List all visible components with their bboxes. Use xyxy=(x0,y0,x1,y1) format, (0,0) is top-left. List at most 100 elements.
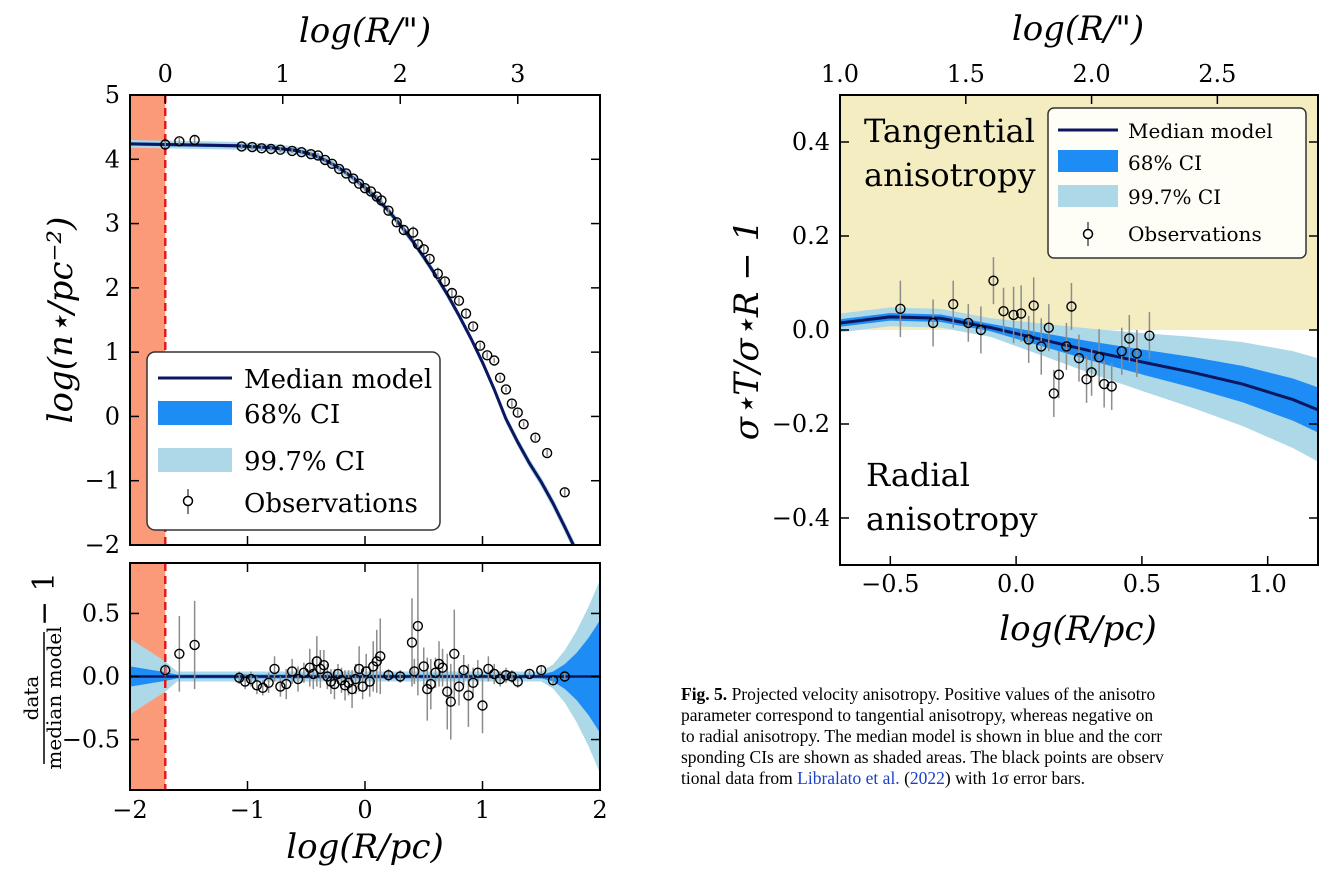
x-tick-label: 0 xyxy=(357,796,372,824)
surface-density-panel: 0 1 2 3 5 4 3 2 1 0 −1 −2 log(R/") log(n⋆/pc⁻²) Med… xyxy=(41,11,601,559)
observation-point xyxy=(189,134,200,146)
observation-point xyxy=(1023,334,1034,345)
observation-point xyxy=(998,306,1009,317)
radial-region-label: anisotropy xyxy=(866,500,1038,538)
observation-point xyxy=(453,295,465,306)
y-tick-label: 2 xyxy=(105,274,120,302)
observation-point xyxy=(245,673,257,685)
observation-point xyxy=(236,141,247,152)
observation-point xyxy=(927,317,939,329)
observation-point xyxy=(1066,301,1077,312)
citation-year-link[interactable]: 2022 xyxy=(909,768,945,788)
observation-point xyxy=(1053,369,1065,380)
legend-label: 68% CI xyxy=(244,400,340,430)
observation-point xyxy=(383,205,394,216)
residual-label-numerator: data xyxy=(19,676,43,721)
observation-point xyxy=(477,700,488,711)
observation-point xyxy=(318,659,330,671)
observation-point xyxy=(174,136,185,147)
ci-99.7-band xyxy=(840,307,1318,462)
x-tick-label: −0.5 xyxy=(861,570,919,598)
observation-point xyxy=(460,308,472,319)
x2-tick-label: 3 xyxy=(510,60,525,88)
observation-point xyxy=(432,268,444,279)
observation-point xyxy=(308,668,319,680)
observation-point xyxy=(489,355,500,366)
caption-line: parameter correspond to tangential aniso… xyxy=(681,705,1154,725)
observation-point xyxy=(257,682,268,694)
observation-point xyxy=(346,683,358,695)
observation-point xyxy=(360,666,372,677)
caption-line: tional data from Libralato et al. (2022)… xyxy=(681,768,1336,789)
observation-point xyxy=(1144,330,1155,341)
observation-point xyxy=(506,671,518,682)
x-tick-label: 1 xyxy=(475,796,490,824)
observation-point xyxy=(1036,341,1047,352)
caption-text: tional data from xyxy=(681,768,798,788)
caption-line: sponding CIs are shown as shaded areas. … xyxy=(681,747,1164,767)
x-tick-label: 1.0 xyxy=(1249,570,1287,598)
observation-point xyxy=(458,664,469,676)
observation-point xyxy=(559,671,570,682)
observation-point xyxy=(442,686,453,697)
observation-point xyxy=(439,276,451,287)
x-tick-label: −1 xyxy=(230,796,265,824)
observation-point xyxy=(445,696,456,707)
observation-point xyxy=(948,298,959,310)
citation-link[interactable]: Libralato et al. xyxy=(797,768,900,788)
observation-point xyxy=(409,666,420,677)
y-axis-label: log(n⋆/pc⁻²) xyxy=(41,217,81,424)
observation-point xyxy=(524,668,535,680)
observation-point xyxy=(364,676,375,687)
legend-label: Median model xyxy=(244,365,432,395)
x-tick-label: 2 xyxy=(592,796,607,824)
x-tick-label: 0.5 xyxy=(1123,570,1161,598)
observation-point xyxy=(418,244,429,255)
observation-point xyxy=(425,678,436,690)
legend: Median model 68% CI 99.7% CI Observation… xyxy=(146,351,441,531)
x2-tick-label: 2.5 xyxy=(1198,60,1236,88)
observation-point xyxy=(437,662,448,673)
observation-point xyxy=(500,384,512,395)
observation-point xyxy=(281,678,292,690)
observation-point xyxy=(341,168,352,179)
observation-point xyxy=(359,183,371,194)
observation-point xyxy=(350,673,361,685)
observation-point xyxy=(251,680,263,691)
observation-point xyxy=(559,487,570,498)
y-tick-label: 0.5 xyxy=(82,599,120,627)
observation-point xyxy=(483,663,494,675)
legend-marker-observations xyxy=(182,495,194,507)
observation-point xyxy=(453,681,465,692)
caption-line: to radial anisotropy. The median model i… xyxy=(681,726,1163,746)
observation-point xyxy=(305,148,317,160)
x-tick-label: −2 xyxy=(112,796,147,824)
observation-point xyxy=(541,447,553,459)
caption-text: Projected velocity anisotropy. Positive … xyxy=(727,684,1156,704)
observation-point xyxy=(482,350,493,361)
legend-swatch-997 xyxy=(1058,185,1118,207)
observation-point xyxy=(472,667,483,678)
observation-point xyxy=(489,668,500,680)
observation-point xyxy=(263,677,274,689)
x2-tick-label: 1.0 xyxy=(821,60,859,88)
observation-point xyxy=(1086,367,1097,378)
observation-point xyxy=(1106,381,1117,392)
observation-point xyxy=(1061,341,1072,352)
observation-point xyxy=(463,690,474,701)
observation-point xyxy=(467,321,479,332)
observation-point xyxy=(398,224,409,236)
observation-point xyxy=(348,173,359,184)
observation-point xyxy=(365,186,377,197)
legend-swatch-68 xyxy=(158,401,232,425)
top-axis-label: log(R/") xyxy=(1012,9,1144,49)
legend-label: Observations xyxy=(1128,222,1262,246)
residual-label-denominator: median model xyxy=(42,626,66,769)
observation-point xyxy=(530,432,541,443)
observation-point xyxy=(547,675,559,686)
tangential-region-label: Tangential xyxy=(864,112,1035,150)
observation-point xyxy=(292,673,304,685)
residuals-panel: −2 −1 0 1 2 0.5 0.0 −0.5 log(R/pc) data median … xyxy=(19,562,608,867)
legend-label: 99.7% CI xyxy=(244,447,365,477)
observation-point xyxy=(1043,322,1055,333)
